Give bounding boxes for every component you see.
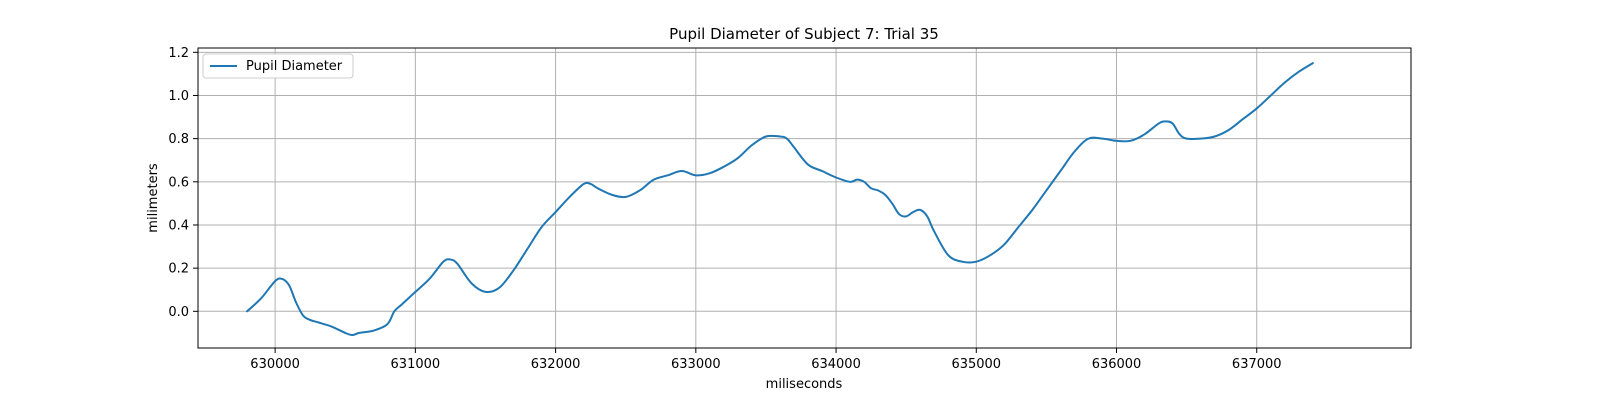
y-tick-label: 0.6 <box>168 175 189 190</box>
y-axis-ticks: 0.0 0.2 0.4 0.6 0.8 1.0 1.2 <box>168 46 198 320</box>
legend: Pupil Diameter <box>202 53 354 79</box>
x-tick-label: 631000 <box>391 357 441 372</box>
series-line-pupil-diameter <box>246 62 1314 337</box>
y-tick-label: 0.2 <box>168 262 189 277</box>
plot-frame <box>197 47 1412 349</box>
y-tick-label: 0.4 <box>168 218 189 233</box>
x-tick-label: 635000 <box>951 357 1001 372</box>
x-tick-label: 632000 <box>531 357 581 372</box>
x-axis-ticks: 630000 631000 632000 633000 634000 635000 6360… <box>250 348 1282 372</box>
y-tick-label: 1.0 <box>168 89 189 104</box>
y-tick-label: 0.8 <box>168 132 189 147</box>
x-tick-label: 633000 <box>671 357 721 372</box>
legend-box <box>202 53 354 79</box>
grid-lines <box>198 48 1411 348</box>
x-tick-label: 630000 <box>250 357 300 372</box>
x-tick-label: 637000 <box>1232 357 1282 372</box>
chart-title: Pupil Diameter of Subject 7: Trial 35 <box>669 25 939 43</box>
legend-label: Pupil Diameter <box>246 59 343 74</box>
y-tick-label: 0.0 <box>168 305 189 320</box>
x-tick-label: 634000 <box>811 357 861 372</box>
x-axis-label: miliseconds <box>766 377 843 392</box>
y-tick-label: 1.2 <box>168 46 189 61</box>
series-lines <box>246 62 1314 337</box>
x-tick-label: 636000 <box>1092 357 1142 372</box>
y-axis-label: milimeters <box>146 163 161 233</box>
